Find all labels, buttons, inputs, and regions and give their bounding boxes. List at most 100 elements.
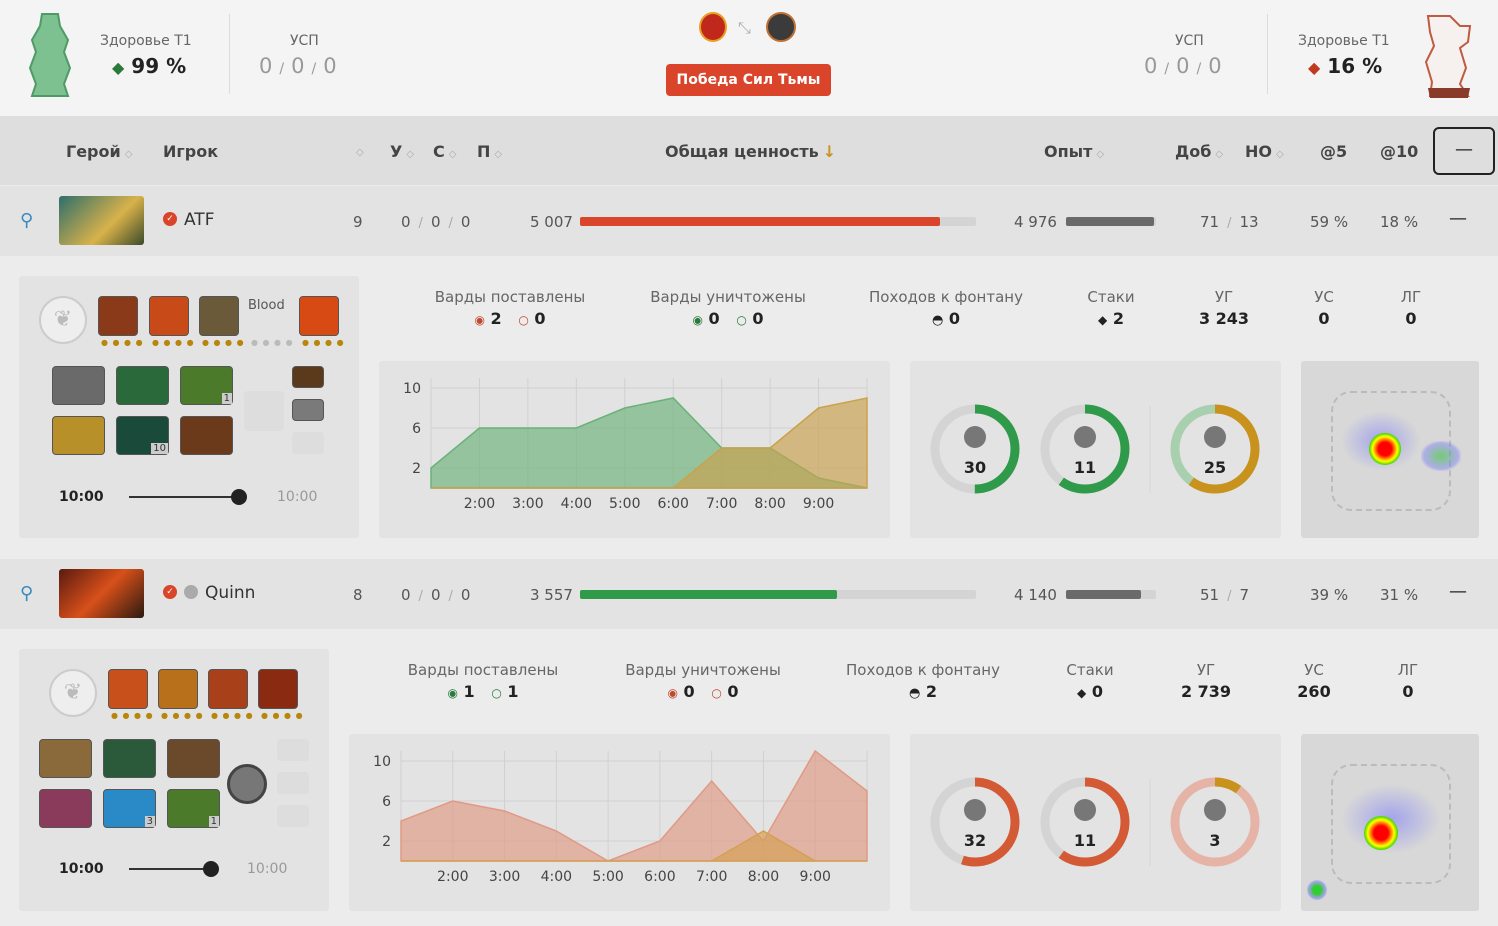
stacks-label: Стаки	[1087, 288, 1135, 306]
player-row-atf[interactable]: ⚲ ✓ ATF 9 0/0/0 5 007 4 976 71/13 59 % 1…	[0, 186, 1498, 256]
col-hero[interactable]: Герой ◇	[66, 142, 133, 161]
heatmap-hotspot	[1364, 816, 1398, 850]
player-name[interactable]: Quinn	[205, 583, 256, 603]
neutral-item-slot	[244, 391, 284, 431]
donut-arc	[930, 404, 1020, 494]
item-charges: 1	[208, 816, 219, 827]
timeline-handle[interactable]	[203, 861, 219, 877]
wards-placed-label: Варды поставлены	[434, 288, 586, 306]
skill-dots: ● ● ● ●	[161, 711, 204, 720]
backpack-slot	[277, 805, 309, 827]
gem-icon: ◆	[112, 58, 125, 77]
collapse-row-button[interactable]: —	[1449, 581, 1467, 602]
col-level-sort[interactable]: ◇	[356, 147, 364, 158]
item-slot[interactable]: 1	[180, 366, 233, 405]
match-header: Здоровье T1 ◆ 99 % УСП 0/0/0 ⤡ Победа Си…	[0, 0, 1498, 117]
position-heatmap[interactable]	[1301, 734, 1479, 911]
backpack-slot[interactable]	[292, 366, 324, 388]
item-slot[interactable]	[52, 366, 105, 405]
col-assists[interactable]: П ◇	[477, 142, 503, 161]
hero-level: 9	[353, 213, 363, 231]
dire-health-label: Здоровье T1	[1298, 33, 1390, 49]
dire-ksp: 0/0/0	[1144, 54, 1223, 78]
talent-tree-icon[interactable]: ❦	[49, 669, 97, 717]
position-heatmap[interactable]	[1301, 361, 1479, 538]
item-slot[interactable]	[52, 416, 105, 455]
ability-icon[interactable]	[299, 296, 339, 336]
collapse-all-button[interactable]: —	[1433, 127, 1495, 175]
col-at10[interactable]: @10	[1380, 142, 1419, 161]
ability-icon[interactable]	[98, 296, 138, 336]
col-player[interactable]: Игрок	[163, 142, 219, 161]
timeline-slider[interactable]	[129, 489, 247, 505]
xp-bar	[1066, 217, 1156, 226]
networth-bar-fill	[580, 217, 941, 226]
item-slot[interactable]	[39, 739, 92, 778]
divider	[1267, 14, 1268, 94]
timeline-slider[interactable]	[129, 861, 219, 877]
gem-icon: ◆	[1308, 58, 1321, 77]
talent-tree-icon[interactable]: ❦	[39, 296, 87, 344]
ability-icon[interactable]	[199, 296, 239, 336]
x-tick-label: 7:00	[696, 869, 727, 885]
networth-value: 3 557	[530, 586, 573, 604]
wards-placed: ◉ 2 ○ 0	[474, 309, 546, 328]
item-slot[interactable]: 10	[116, 416, 169, 455]
y-tick-label: 6	[382, 794, 391, 810]
col-lasthits[interactable]: Доб ◇	[1175, 142, 1224, 161]
xp-bar-fill	[1066, 590, 1141, 599]
x-tick-label: 3:00	[489, 869, 520, 885]
fountain-visits: ◓ 0	[931, 309, 961, 328]
ability-icon[interactable]	[208, 669, 248, 709]
collapse-row-button[interactable]: —	[1449, 208, 1467, 229]
kda: 0/0/0	[401, 586, 471, 604]
item-slot[interactable]	[180, 416, 233, 455]
skill-dots: ● ● ● ●	[251, 338, 294, 347]
radiant-health-value: ◆ 99 %	[112, 54, 187, 78]
col-denies[interactable]: НО ◇	[1245, 142, 1284, 161]
networth-bar	[580, 590, 976, 599]
team-icon	[184, 585, 198, 599]
fountain-visits: ◓ 2	[908, 682, 938, 701]
col-deaths[interactable]: С ◇	[433, 142, 457, 161]
skill-dots: ● ● ● ●	[211, 711, 254, 720]
backpack-slot[interactable]	[292, 399, 324, 421]
col-networth[interactable]: Общая ценность ↓	[665, 142, 837, 161]
item-slot[interactable]	[39, 789, 92, 828]
ability-icon[interactable]	[149, 296, 189, 336]
lasthits: 51/7	[1200, 586, 1250, 604]
creep-unit-icon	[1074, 426, 1096, 448]
x-tick-label: 4:00	[541, 869, 572, 885]
backpack-slot	[277, 772, 309, 794]
neutral-item-slot[interactable]	[227, 764, 267, 804]
player-row-quinn[interactable]: ⚲ ✓ Quinn 8 0/0/0 3 557 4 140 51/7 39 % …	[0, 559, 1498, 629]
item-slot[interactable]	[103, 739, 156, 778]
item-slot[interactable]	[116, 366, 169, 405]
ability-icon[interactable]	[258, 669, 298, 709]
col-kills[interactable]: У ◇	[390, 142, 415, 161]
hero-portrait[interactable]	[59, 196, 144, 245]
at10-value: 31 %	[1380, 586, 1419, 604]
ward-icon: ◉	[474, 313, 485, 327]
timeline-handle[interactable]	[231, 489, 247, 505]
wards-area-chart: 10 6 2 2:00 3:00 4:00 5:00 6:00 7:00 8:00 9:00	[403, 378, 868, 512]
hero-damage-label: УГ	[1214, 288, 1234, 306]
skill-dots: ● ● ● ●	[202, 338, 245, 347]
hero-portrait[interactable]	[59, 569, 144, 618]
networth-bar-fill	[580, 590, 838, 599]
y-tick-label: 10	[403, 381, 421, 397]
col-xp[interactable]: Опыт ◇	[1044, 142, 1105, 161]
item-slot[interactable]: 3	[103, 789, 156, 828]
area-series	[401, 830, 867, 862]
hero-damage-value: 3 243	[1198, 309, 1250, 328]
item-slot[interactable]	[167, 739, 220, 778]
ability-icon[interactable]	[158, 669, 198, 709]
sentry-icon: ○	[518, 313, 529, 327]
sentry-icon: ○	[491, 686, 502, 700]
player-name[interactable]: ATF	[184, 210, 215, 230]
skill-dots: ● ● ● ●	[101, 338, 144, 347]
item-slot[interactable]: 1	[167, 789, 220, 828]
col-at5[interactable]: @5	[1320, 142, 1348, 161]
ability-icon[interactable]	[108, 669, 148, 709]
backpack-slot	[277, 739, 309, 761]
